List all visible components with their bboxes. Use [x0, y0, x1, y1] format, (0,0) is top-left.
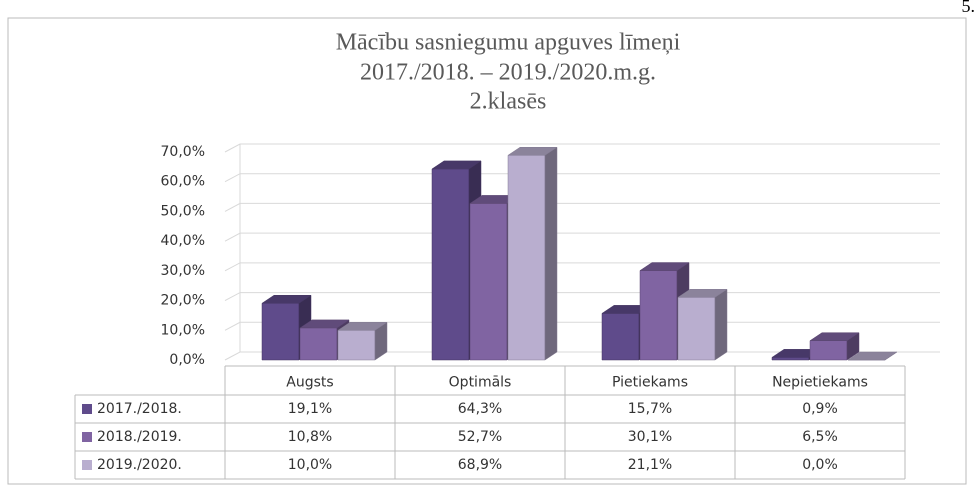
legend-label: 2018./2019.: [97, 429, 182, 445]
grid-line: [224, 143, 940, 153]
grid-line: [224, 292, 940, 302]
bar-face: [337, 322, 388, 331]
bar: [337, 321, 388, 361]
bar-face: [677, 297, 716, 361]
x-tick-label: Nepietiekams: [772, 375, 868, 391]
bar-face: [299, 319, 350, 329]
bar-face: [809, 332, 860, 341]
bar-face: [469, 203, 508, 361]
legend-swatch: [82, 404, 92, 414]
legend-label: 2019./2020.: [97, 457, 182, 473]
chart-border: [7, 17, 967, 485]
bar-face: [677, 289, 728, 298]
legend-swatch: [82, 432, 92, 442]
legend-label: 2017./2018.: [97, 401, 182, 417]
y-tick-label: 0,0%: [169, 352, 205, 368]
x-tick-label: Pietiekams: [612, 375, 688, 391]
table-cell: 68,9%: [458, 457, 502, 473]
grid-line: [224, 173, 940, 183]
bar-face: [771, 357, 810, 361]
bar-face: [261, 302, 300, 361]
y-tick-label: 20,0%: [161, 293, 205, 309]
bar: [847, 351, 898, 361]
chart-title: 2.klasēs: [470, 89, 547, 115]
chart-title: Mācību sasniegumu apguves līmeņi: [336, 30, 681, 56]
bar-face: [299, 327, 338, 361]
bar-face: [337, 330, 376, 361]
y-tick-label: 70,0%: [161, 144, 205, 160]
y-tick-label: 10,0%: [161, 322, 205, 338]
table-cell: 21,1%: [628, 457, 672, 473]
table-cell: 52,7%: [458, 429, 502, 445]
table-cell: 30,1%: [628, 429, 672, 445]
chart-title: 2017./2018. – 2019./2020.m.g.: [360, 60, 656, 86]
page-number: 5.: [962, 0, 976, 16]
bar-face: [544, 146, 558, 361]
bar-face: [431, 160, 482, 170]
table-cell: 0,9%: [802, 401, 838, 417]
y-tick-label: 30,0%: [161, 263, 205, 279]
bar-face: [847, 351, 898, 361]
grid-line: [224, 232, 940, 242]
bar-face: [507, 155, 546, 361]
bar-face: [261, 294, 312, 304]
x-tick-label: Augsts: [286, 375, 333, 391]
bar-face: [809, 340, 848, 361]
legend-swatch: [82, 460, 92, 470]
bar: [809, 332, 860, 361]
bar-face: [431, 168, 470, 361]
bar-face: [639, 262, 690, 271]
y-tick-label: 60,0%: [161, 174, 205, 190]
bar-face: [714, 288, 728, 361]
bar-face: [601, 313, 640, 361]
bar: [677, 288, 728, 361]
y-tick-label: 50,0%: [161, 203, 205, 219]
table-cell: 6,5%: [802, 429, 838, 445]
table-cell: 10,8%: [288, 429, 332, 445]
bar: [507, 146, 558, 361]
table-cell: 15,7%: [628, 401, 672, 417]
table-cell: 19,1%: [288, 401, 332, 417]
table-cell: 10,0%: [288, 457, 332, 473]
table-cell: 64,3%: [458, 401, 502, 417]
x-tick-label: Optimāls: [449, 375, 512, 391]
table-cell: 0,0%: [802, 457, 838, 473]
grid-line: [224, 262, 940, 272]
y-tick-label: 40,0%: [161, 233, 205, 249]
grid-line: [224, 202, 940, 212]
bar-face: [507, 147, 558, 156]
bar-face: [639, 270, 678, 361]
